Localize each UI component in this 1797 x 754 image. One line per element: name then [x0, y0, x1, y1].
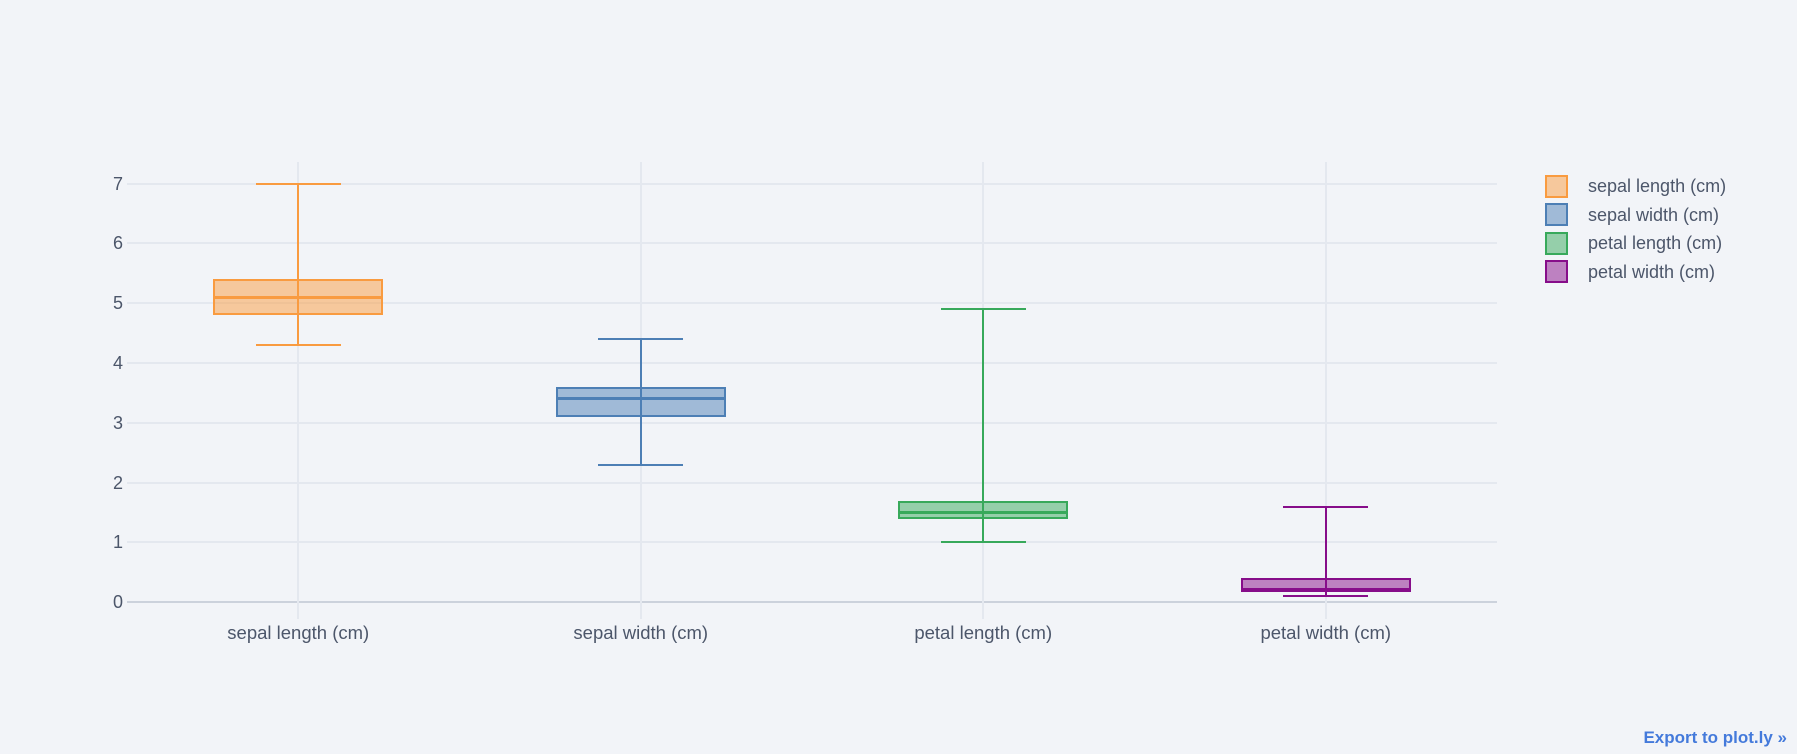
lower-whisker-cap-petal-width-cm — [1283, 595, 1369, 598]
y-tick-label: 0 — [112, 592, 123, 613]
median-line-petal-width-cm — [1240, 588, 1411, 592]
upper-whisker-cap-petal-width-cm — [1283, 505, 1369, 508]
y-gridline — [127, 302, 1497, 305]
box-sepal-width-cm[interactable] — [555, 386, 726, 417]
lower-whisker-cap-sepal-length-cm — [255, 344, 341, 347]
whisker-line-petal-width-cm — [1324, 506, 1327, 597]
whisker-line-petal-length-cm — [982, 309, 985, 543]
lower-whisker-cap-sepal-width-cm — [598, 463, 684, 466]
zero-line — [127, 601, 1497, 604]
x-tick-label: petal width (cm) — [1260, 622, 1392, 643]
legend: sepal length (cm) sepal width (cm) petal l… — [1545, 174, 1726, 288]
x-tick-label: petal length (cm) — [914, 622, 1053, 643]
legend-swatch-icon — [1545, 260, 1568, 284]
y-tick-label: 7 — [112, 173, 123, 194]
legend-item-petal-width-cm[interactable]: petal width (cm) — [1545, 260, 1726, 284]
upper-whisker-cap-sepal-length-cm — [255, 182, 341, 185]
x-tick-label: sepal width (cm) — [573, 622, 709, 643]
y-gridline — [127, 361, 1497, 364]
y-tick-label: 3 — [112, 412, 123, 433]
y-gridline — [127, 541, 1497, 544]
legend-label: sepal length (cm) — [1588, 176, 1727, 196]
legend-label: petal width (cm) — [1588, 261, 1716, 282]
legend-item-sepal-width-cm[interactable]: sepal width (cm) — [1545, 203, 1726, 227]
y-tick-label: 6 — [112, 233, 123, 254]
legend-swatch-icon — [1545, 174, 1568, 198]
y-gridline — [127, 242, 1497, 245]
export-link[interactable]: Export to plot.ly » — [1643, 728, 1787, 747]
box-petal-length-cm[interactable] — [898, 500, 1069, 519]
legend-item-sepal-length-cm[interactable]: sepal length (cm) — [1545, 174, 1726, 198]
y-gridline — [127, 481, 1497, 484]
median-line-sepal-width-cm — [555, 397, 726, 401]
median-line-petal-length-cm — [898, 511, 1069, 515]
y-tick-label: 1 — [112, 532, 123, 553]
x-gridline — [297, 162, 300, 619]
legend-swatch-icon — [1545, 203, 1568, 227]
x-tick-label: sepal length (cm) — [227, 622, 370, 643]
lower-whisker-cap-petal-length-cm — [940, 541, 1026, 544]
upper-whisker-cap-petal-length-cm — [940, 308, 1026, 311]
upper-whisker-cap-sepal-width-cm — [598, 338, 684, 341]
legend-label: sepal width (cm) — [1588, 204, 1720, 225]
y-gridline — [127, 182, 1497, 185]
y-tick-label: 2 — [112, 472, 123, 493]
y-gridline — [127, 421, 1497, 424]
whisker-line-sepal-length-cm — [297, 183, 300, 346]
legend-label: petal length (cm) — [1588, 233, 1723, 254]
legend-item-petal-length-cm[interactable]: petal length (cm) — [1545, 231, 1726, 255]
median-line-sepal-length-cm — [213, 295, 384, 299]
legend-swatch-icon — [1545, 231, 1568, 255]
x-gridline — [1324, 162, 1327, 619]
y-tick-label: 4 — [112, 352, 123, 373]
y-tick-label: 5 — [112, 293, 123, 314]
